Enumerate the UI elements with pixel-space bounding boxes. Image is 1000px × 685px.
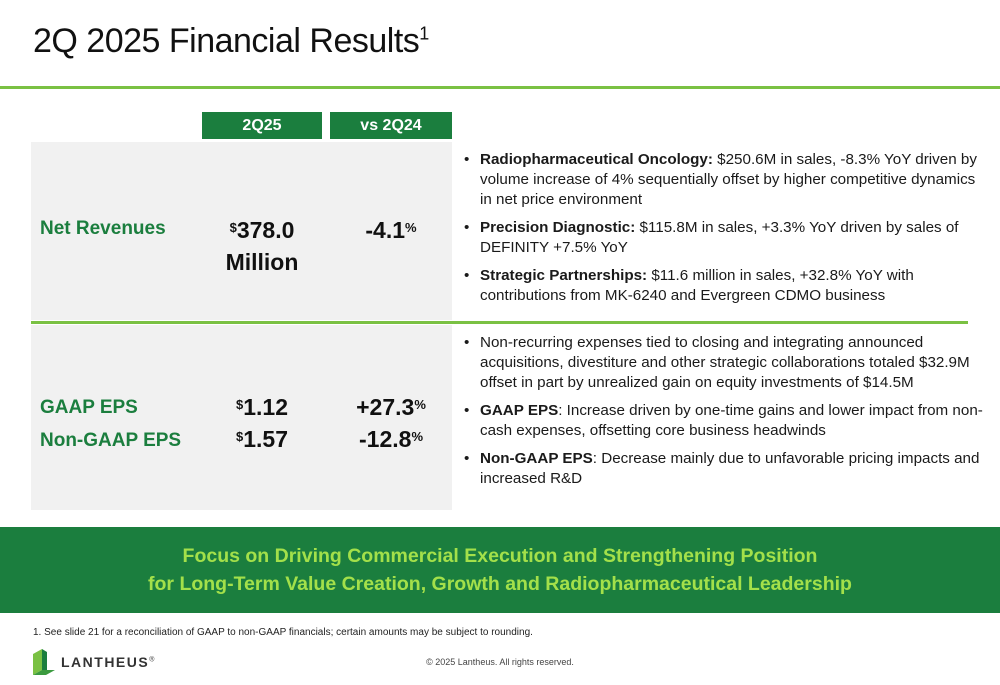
- net-revenues-value: $378.0 Million: [202, 214, 322, 278]
- logo-wordmark-text: LANTHEUS: [61, 654, 150, 670]
- net-revenues-change-pct: %: [405, 220, 417, 235]
- eps-panel: [31, 325, 452, 510]
- page-title: 2Q 2025 Financial Results1: [33, 22, 429, 61]
- logo-registered-mark: ®: [149, 656, 156, 664]
- bullet-heading: Radiopharmaceutical Oncology:: [480, 151, 713, 168]
- net-revenues-change: -4.1%: [330, 214, 452, 246]
- banner-line-2: for Long-Term Value Creation, Growth and…: [148, 573, 852, 595]
- company-logo: LANTHEUS®: [33, 648, 156, 676]
- net-revenues-label: Net Revenues: [40, 218, 166, 239]
- list-item: Radiopharmaceutical Oncology: $250.6M in…: [463, 150, 983, 210]
- title-divider: [0, 86, 1000, 89]
- net-revenues-change-value: -4.1: [365, 217, 406, 243]
- net-revenues-amount: 378.0: [236, 217, 295, 243]
- list-item: Non-recurring expenses tied to closing a…: [463, 333, 983, 393]
- section-divider: [31, 321, 968, 324]
- bullet-text: $11.6 million in sales, +32.8% YoY with …: [480, 267, 914, 304]
- list-item: Precision Diagnostic: $115.8M in sales, …: [463, 218, 983, 258]
- net-revenues-unit: Million: [225, 249, 299, 275]
- gaap-eps-change-pct: %: [414, 397, 426, 412]
- gaap-eps-change-value: +27.3: [356, 394, 415, 420]
- list-item: Strategic Partnerships: $11.6 million in…: [463, 266, 983, 306]
- title-footnote-mark: 1: [419, 23, 429, 44]
- revenue-commentary-list: Radiopharmaceutical Oncology: $250.6M in…: [463, 150, 983, 314]
- non-gaap-eps-value: $1.57: [202, 423, 322, 455]
- net-revenues-panel: [31, 142, 452, 320]
- bullet-text: Non-recurring expenses tied to closing a…: [480, 334, 970, 391]
- non-gaap-eps-currency: $: [236, 429, 244, 444]
- column-header-period: 2Q25: [202, 112, 322, 139]
- bullet-heading: GAAP EPS: [480, 402, 559, 419]
- logo-wordmark: LANTHEUS®: [61, 654, 156, 670]
- lantheus-logo-icon: [33, 649, 55, 675]
- gaap-eps-label: GAAP EPS: [40, 397, 138, 418]
- bullet-text: : Increase driven by one-time gains and …: [480, 402, 983, 439]
- net-revenues-currency: $: [229, 220, 237, 235]
- gaap-eps-value: $1.12: [202, 391, 322, 423]
- banner-line-1: Focus on Driving Commercial Execution an…: [182, 545, 818, 567]
- gaap-eps-amount: 1.12: [243, 394, 288, 420]
- non-gaap-eps-change-value: -12.8: [359, 426, 412, 452]
- non-gaap-eps-amount: 1.57: [243, 426, 288, 452]
- copyright: © 2025 Lantheus. All rights reserved.: [426, 657, 574, 667]
- gaap-eps-currency: $: [236, 397, 244, 412]
- list-item: GAAP EPS: Increase driven by one-time ga…: [463, 401, 983, 441]
- strategy-banner: Focus on Driving Commercial Execution an…: [0, 527, 1000, 613]
- bullet-text: $250.6M in sales, -8.3% YoY driven by vo…: [480, 151, 977, 208]
- footnote: 1. See slide 21 for a reconciliation of …: [33, 627, 533, 638]
- column-header-comparison: vs 2Q24: [330, 112, 452, 139]
- page-title-text: 2Q 2025 Financial Results: [33, 22, 420, 60]
- gaap-eps-change: +27.3%: [330, 391, 452, 423]
- bullet-heading: Precision Diagnostic:: [480, 219, 636, 236]
- non-gaap-eps-change: -12.8%: [330, 423, 452, 455]
- bullet-text: $115.8M in sales, +3.3% YoY driven by sa…: [480, 219, 959, 256]
- non-gaap-eps-label: Non-GAAP EPS: [40, 430, 182, 451]
- bullet-heading: Strategic Partnerships:: [480, 267, 648, 284]
- non-gaap-eps-change-pct: %: [411, 429, 423, 444]
- list-item: Non-GAAP EPS: Decrease mainly due to unf…: [463, 449, 983, 489]
- bullet-text: : Decrease mainly due to unfavorable pri…: [480, 450, 980, 487]
- bullet-heading: Non-GAAP EPS: [480, 450, 593, 467]
- eps-commentary-list: Non-recurring expenses tied to closing a…: [463, 333, 983, 497]
